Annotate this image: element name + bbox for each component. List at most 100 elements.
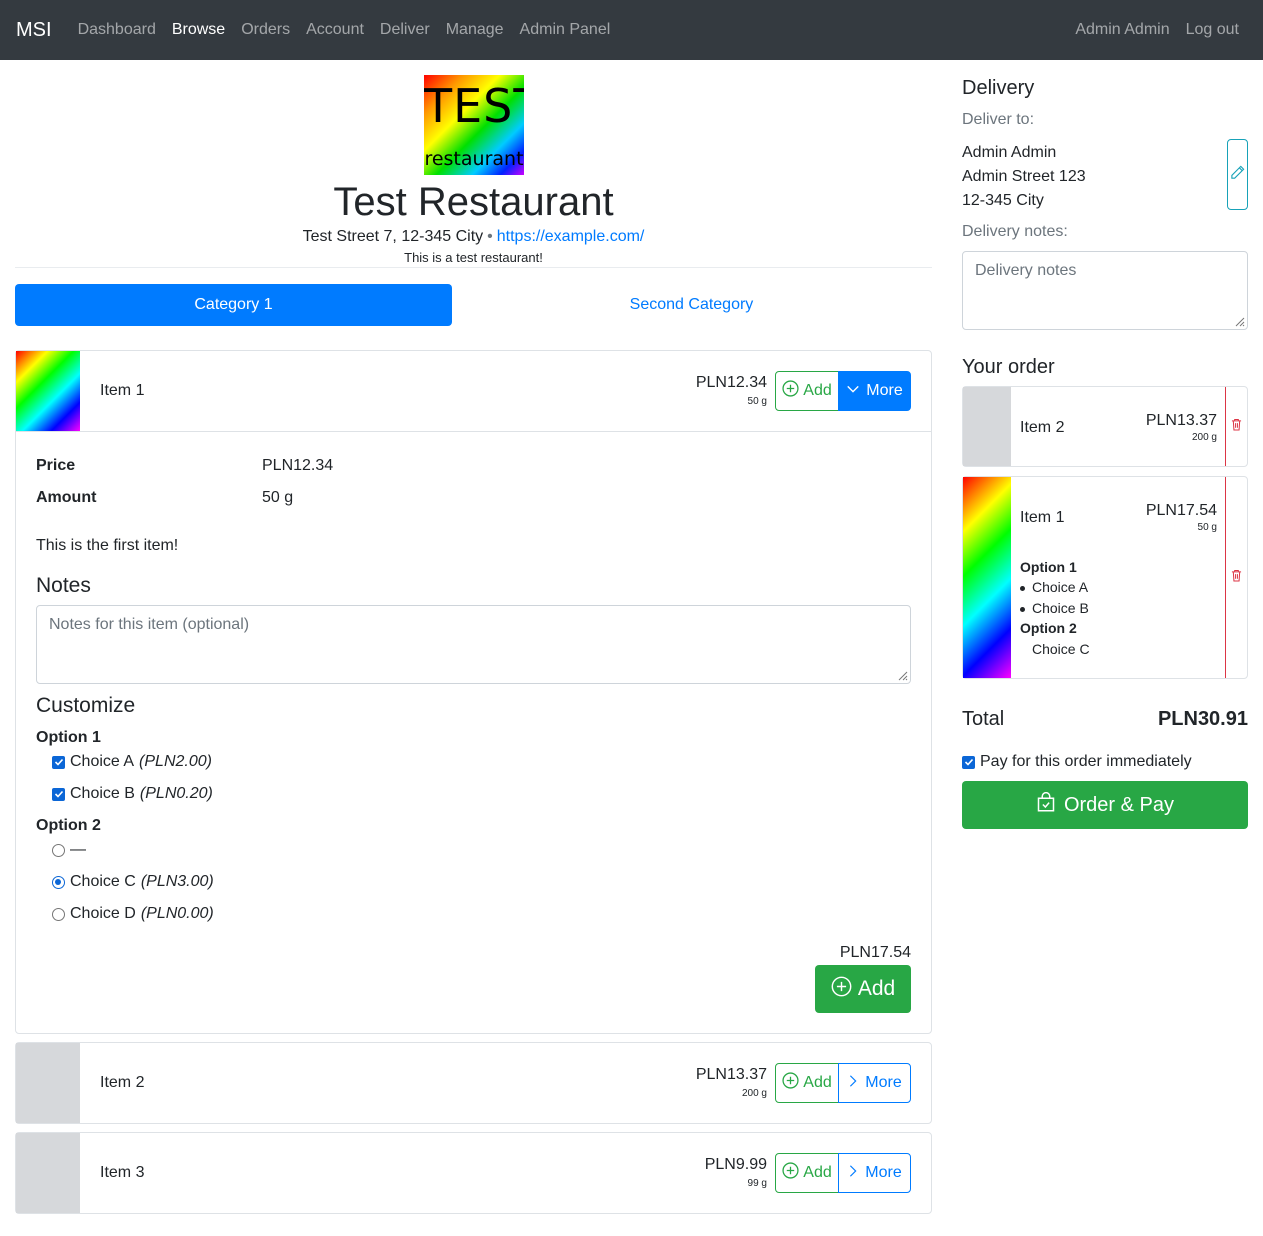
separator-dot: • [487, 228, 493, 245]
add-item-button[interactable]: Add [775, 1153, 839, 1193]
more-button[interactable]: More [838, 371, 911, 411]
order-and-pay-button[interactable]: Order & Pay [962, 781, 1248, 829]
more-button[interactable]: More [838, 1063, 911, 1103]
nav-account[interactable]: Account [306, 21, 364, 38]
item-total-price: PLN17.54 [839, 944, 911, 961]
price-value: PLN12.34 [262, 457, 334, 474]
item-price: PLN12.34 [695, 374, 767, 391]
choice-d-price: (PLN0.00) [140, 905, 214, 922]
more-label: More [865, 1074, 902, 1091]
address-street: Admin Street 123 [962, 168, 1086, 185]
nav-user-name[interactable]: Admin Admin [1075, 21, 1170, 38]
trash-icon [1231, 569, 1242, 587]
delivery-notes-placeholder: Delivery notes [975, 262, 1077, 279]
chevron-right-icon [847, 1164, 859, 1183]
checkbox-checked-icon[interactable] [962, 755, 975, 769]
item-price: PLN9.99 [704, 1156, 767, 1173]
radio-unchecked-icon[interactable] [52, 843, 65, 857]
restaurant-logo: TEST restaurant [424, 75, 524, 175]
radio-checked-icon[interactable] [52, 875, 65, 889]
order-total-row: Total PLN30.91 [962, 708, 1248, 732]
nav-dashboard[interactable]: Dashboard [77, 21, 156, 38]
choice-none-label: — [70, 841, 86, 858]
order-item-amount: 200 g [1191, 432, 1217, 443]
order-item-thumbnail [963, 387, 1011, 466]
add-label: Add [803, 1164, 832, 1181]
nav-orders[interactable]: Orders [241, 21, 291, 38]
radio-choice-d[interactable]: Choice D (PLN0.00) [52, 905, 214, 923]
remove-item-button[interactable] [1225, 387, 1247, 466]
order-item-price-box: PLN17.54 50 g [1146, 501, 1217, 535]
plus-circle-icon [782, 1162, 799, 1184]
delivery-address: Admin Admin Admin Street 123 12-345 City [962, 141, 1086, 213]
navbar: MSI Dashboard Browse Orders Account Deli… [0, 0, 1263, 60]
item-price-box: PLN12.34 50 g [696, 373, 767, 409]
add-label: Add [803, 382, 832, 399]
order-option-2-title: Option 2 [1020, 620, 1077, 636]
choice-c-label: Choice C [70, 873, 136, 890]
radio-unchecked-icon[interactable] [52, 907, 65, 921]
customize-heading: Customize [36, 694, 136, 717]
pay-now-checkbox[interactable]: Pay for this order immediately [962, 753, 1192, 771]
checkbox-checked-icon[interactable] [52, 787, 65, 801]
delivery-heading: Delivery [962, 77, 1035, 99]
nav-manage[interactable]: Manage [445, 21, 504, 38]
checkbox-choice-b[interactable]: Choice B (PLN0.20) [52, 785, 213, 803]
order-option-choice: Choice B [1020, 600, 1089, 616]
item-details: Price PLN12.34 Amount 50 g This is the f… [16, 431, 931, 1031]
delivery-notes-input[interactable]: Delivery notes [962, 251, 1248, 330]
nav-admin-panel[interactable]: Admin Panel [519, 21, 611, 38]
delivery-notes-label: Delivery notes: [962, 223, 1068, 240]
order-item-name: Item 2 [1020, 419, 1065, 436]
resize-grip-icon[interactable] [1233, 315, 1245, 327]
edit-address-button[interactable] [1227, 139, 1248, 210]
total-label: Total [962, 708, 1005, 730]
trash-icon [1231, 418, 1242, 436]
choice-b-label: Choice B [70, 785, 135, 802]
item-amount: 200 g [741, 1088, 767, 1099]
plus-circle-icon [782, 380, 799, 402]
more-button[interactable]: More [838, 1153, 911, 1193]
resize-grip-icon[interactable] [896, 669, 908, 681]
item-price-box: PLN9.99 99 g [705, 1155, 767, 1191]
radio-choice-none[interactable]: — [52, 841, 86, 859]
nav-logout[interactable]: Log out [1185, 21, 1239, 38]
order-item: Item 1 PLN17.54 50 g Option 1 Choice A C… [962, 476, 1248, 679]
item-thumbnail [16, 1133, 80, 1213]
deliver-to-label: Deliver to: [962, 111, 1035, 128]
order-option-choice: Choice C [1032, 641, 1090, 657]
item-price: PLN13.37 [695, 1066, 767, 1083]
pencil-icon [1230, 165, 1245, 185]
tab-category-1[interactable]: Category 1 [15, 284, 452, 326]
item-amount: 50 g [747, 396, 767, 407]
plus-circle-icon [831, 976, 852, 1003]
add-item-button[interactable]: Add [775, 371, 839, 411]
order-and-pay-label: Order & Pay [1063, 793, 1175, 816]
tab-second-category[interactable]: Second Category [629, 296, 754, 313]
address-city: 12-345 City [962, 192, 1044, 209]
nav-browse[interactable]: Browse [171, 21, 226, 38]
menu-item-card: Item 2 PLN13.37 200 g Add More [15, 1042, 932, 1124]
menu-item-card: Item 3 PLN9.99 99 g Add More [15, 1132, 932, 1214]
option-1-title: Option 1 [36, 729, 101, 746]
checkbox-checked-icon[interactable] [52, 755, 65, 769]
menu-item-header: Item 3 PLN9.99 99 g Add More [16, 1133, 931, 1213]
add-item-button[interactable]: Add [775, 1063, 839, 1103]
add-to-order-button[interactable]: Add [815, 965, 911, 1013]
nav-deliver[interactable]: Deliver [379, 21, 430, 38]
option-2-title: Option 2 [36, 817, 101, 834]
order-item-name: Item 1 [1020, 509, 1065, 526]
restaurant-website-link[interactable]: https://example.com/ [496, 228, 645, 245]
remove-item-button[interactable] [1225, 477, 1247, 678]
menu-item-card: Item 1 PLN12.34 50 g Add More Price PLN1… [15, 350, 932, 1034]
pay-now-label: Pay for this order immediately [980, 753, 1192, 770]
item-notes-input[interactable]: Notes for this item (optional) [36, 605, 911, 684]
brand-logo[interactable]: MSI [16, 18, 52, 41]
checkbox-choice-a[interactable]: Choice A (PLN2.00) [52, 753, 212, 771]
plus-circle-icon [782, 1072, 799, 1094]
item-name: Item 2 [100, 1074, 145, 1091]
order-item-thumbnail [963, 477, 1011, 678]
choice-d-label: Choice D [70, 905, 136, 922]
order-item-price-box: PLN13.37 200 g [1146, 411, 1217, 445]
radio-choice-c[interactable]: Choice C (PLN3.00) [52, 873, 214, 891]
